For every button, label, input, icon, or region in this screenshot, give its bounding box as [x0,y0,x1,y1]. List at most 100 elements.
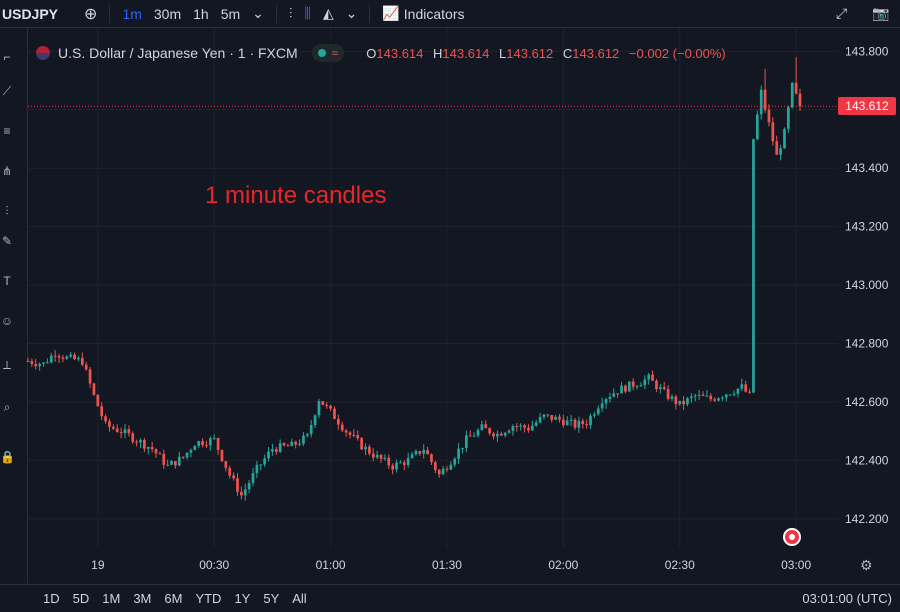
candle-body [585,424,588,426]
candle-body [267,451,270,459]
candle-body [212,438,216,440]
lock-icon[interactable]: 🔒 [0,450,15,464]
range-button-6m[interactable]: 6M [164,591,183,606]
chevron-down-icon[interactable]: ⌄ [345,5,358,21]
x-tick-label: 01:30 [431,558,462,572]
time-axis[interactable]: 19 00:30 01:00 01:30 02:00 02:30 03:00 [28,550,840,582]
prediction-icon[interactable]: ⫶ [5,204,9,218]
candle-body [515,426,519,428]
candle-body [344,430,348,433]
range-button-1y[interactable]: 1Y [234,591,251,606]
trend-line-icon[interactable]: ⟋ [2,84,12,98]
go-to-realtime-icon[interactable] [783,528,801,546]
pattern-icon[interactable]: ⋔ [1,164,13,178]
zoom-icon[interactable]: ⌕ [3,400,11,414]
candle-body [139,440,142,443]
emoji-icon[interactable]: ☺ [0,314,14,328]
candle-body [558,416,561,420]
candle-body [263,458,267,465]
candle-body [88,369,92,384]
candle-body [422,450,426,454]
camera-icon[interactable]: 📷 [872,5,890,21]
candle-body [519,425,523,427]
text-icon[interactable]: T [3,274,11,288]
candle-body [410,454,414,459]
candle-body [627,381,631,392]
utc-clock[interactable]: 03:01:00 (UTC) [802,591,892,606]
indicators-button[interactable]: Indicators [403,5,465,22]
top-toolbar: USDJPY ⊕ 1m 30m 1h 5m ⌄ ⫶ ⫼ ◭ ⌄ 📈 Indica… [0,0,900,28]
gear-icon[interactable]: ⚙ [860,557,873,573]
candle-body [658,387,662,390]
toolbar-divider [369,4,371,23]
crosshair-icon[interactable]: ⌐ [3,50,11,64]
indicators-icon[interactable]: 📈 [382,5,400,21]
ruler-icon[interactable]: ⟂ [2,358,11,372]
candle-body [220,449,224,462]
chevron-down-icon[interactable]: ⌄ [252,5,264,21]
timeframe-5m-button[interactable]: 5m [220,5,241,22]
toolbar-divider [275,4,277,23]
candle-body [507,430,511,433]
fib-icon[interactable]: ≡ [3,124,11,138]
candle-body [569,419,573,421]
candle-body [670,396,674,399]
candle-body [298,443,301,445]
candle-body [38,364,41,367]
symbol-search-button[interactable]: USDJPY [2,5,59,22]
candle-body [503,432,507,436]
range-button-5d[interactable]: 5D [72,591,90,606]
candle-body [600,403,604,409]
timeframe-1h-button[interactable]: 1h [193,5,209,22]
candle-body [783,128,786,149]
candle-body [119,431,123,434]
candle-body [678,400,682,405]
candle-body [146,446,150,449]
candle-body [624,385,627,392]
candle-body [631,381,635,387]
candles-chart-icon[interactable]: ⫼ [304,5,311,21]
candle-body [364,446,367,450]
candle-body [732,393,736,395]
candle-body [717,398,720,401]
candle-body [360,438,363,450]
candle-body [317,401,321,416]
range-button-1d[interactable]: 1D [43,591,60,606]
timeframe-30m-button[interactable]: 30m [153,5,182,22]
candle-body [488,428,492,434]
candle-body [693,395,697,397]
y-tick-label: 143.000 [845,278,889,292]
low-value: 143.612 [506,45,554,61]
range-button-all[interactable]: All [292,591,307,606]
range-button-3m[interactable]: 3M [133,591,152,606]
candle-body [690,396,693,399]
candle-body [484,424,488,429]
candle-body [682,400,685,405]
range-button-5y[interactable]: 5Y [263,591,280,606]
bar-chart-icon[interactable]: ⫶ [288,5,293,21]
market-status-badge[interactable]: ≈ [311,44,345,62]
candle-body [736,388,740,394]
candle-body [348,432,352,435]
candle-body [402,462,406,465]
candle-body [779,148,782,155]
candle-body [406,458,410,465]
candle-body [189,450,193,453]
candle-body [612,393,616,397]
candle-body [787,107,790,129]
timeframe-1m-button[interactable]: 1m [122,5,142,22]
area-chart-icon[interactable]: ◭ [322,5,334,21]
brush-icon[interactable]: ✎ [1,234,13,248]
fullscreen-icon[interactable]: ⤢ [836,5,848,21]
candle-body [465,435,468,448]
range-button-1m[interactable]: 1M [102,591,121,606]
candle-body [414,451,418,455]
y-tick-label: 142.200 [845,512,889,526]
candle-body [309,425,313,435]
candle-body [674,396,678,405]
range-button-ytd[interactable]: YTD [195,591,222,606]
candle-body [336,418,340,425]
compare-add-icon[interactable]: ⊕ [84,5,98,23]
candle-body [550,415,554,420]
